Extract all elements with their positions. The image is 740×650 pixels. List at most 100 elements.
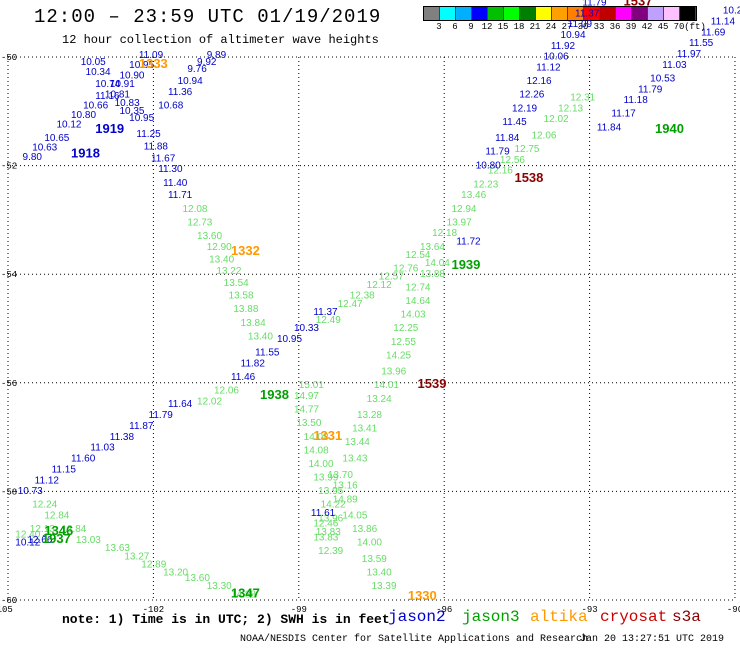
- wave-height-value: 10.34: [86, 67, 111, 78]
- wave-height-value: 10.74: [95, 79, 120, 90]
- wave-height-value: 12.75: [514, 144, 539, 155]
- legend-swatch: [648, 7, 664, 20]
- wave-height-value: 13.40: [209, 254, 234, 265]
- wave-height-value: 13.28: [357, 410, 382, 421]
- map-subtitle: 12 hour collection of altimeter wave hei…: [62, 33, 379, 47]
- legend-swatch: [488, 7, 504, 20]
- wave-height-value: 10.83: [115, 98, 140, 109]
- legend-label: 18: [513, 22, 525, 32]
- wave-height-value: 11.03: [662, 60, 687, 71]
- wave-height-value: 11.72: [456, 236, 481, 247]
- wave-height-value: 13.16: [333, 481, 358, 492]
- wave-height-value: 11.64: [168, 399, 193, 410]
- wave-height-value: 10.94: [561, 30, 586, 41]
- wave-height-value: 12.74: [405, 282, 430, 293]
- wave-height-value: 9.80: [23, 152, 43, 163]
- wave-height-value: 11.15: [52, 464, 77, 475]
- wave-height-value: 11.12: [536, 63, 561, 74]
- lat-tick-label: -56: [1, 379, 17, 389]
- legend-label: 24: [545, 22, 557, 32]
- lat-tick-label: -50: [1, 53, 17, 63]
- wave-height-value: 10.12: [56, 120, 81, 131]
- lat-tick-label: -54: [1, 270, 17, 280]
- wave-height-value: 12.39: [318, 546, 343, 557]
- wave-height-value: 11.36: [168, 87, 193, 98]
- wave-height-value: 13.86: [352, 524, 377, 535]
- wave-height-value: 10.68: [158, 101, 183, 112]
- wave-height-value: 13.60: [197, 231, 222, 242]
- pass-id-label: 1331: [313, 428, 342, 443]
- wave-height-value: 10.95: [129, 113, 154, 124]
- wave-height-value: 13.03: [76, 535, 101, 546]
- legend-label: 39: [625, 22, 637, 32]
- wave-height-value: 12.90: [207, 242, 232, 253]
- wave-height-value: 10.05: [81, 57, 106, 68]
- wave-height-value: 10.95: [277, 334, 302, 345]
- wave-height-value: 14.03: [401, 310, 426, 321]
- wave-height-value: 12.13: [558, 103, 583, 114]
- wave-height-value: 11.25: [136, 129, 161, 140]
- pass-id-label: 1330: [408, 588, 437, 603]
- wave-height-value: 12.02: [544, 114, 569, 125]
- pass-id-label: 1539: [418, 376, 447, 391]
- legend-swatch: [504, 7, 520, 20]
- pass-id-label: 1939: [451, 257, 480, 272]
- lon-tick-label: -102: [143, 605, 165, 615]
- satellite-legend-altika: altika: [530, 608, 588, 626]
- wave-height-value: 13.84: [241, 318, 266, 329]
- legend-label: 45: [657, 22, 669, 32]
- wave-height-value: 13.99: [313, 473, 338, 484]
- wave-height-value: 13.46: [461, 190, 486, 201]
- pass-id-label: 1919: [95, 121, 124, 136]
- lon-tick-label: -99: [291, 605, 307, 615]
- legend-label: 27: [561, 22, 573, 32]
- wave-height-value: 10.80: [71, 110, 96, 121]
- legend-swatch: [456, 7, 472, 20]
- legend-label: 33: [593, 22, 605, 32]
- wave-height-value: 11.79: [485, 147, 510, 158]
- color-scale-legend: [423, 6, 697, 21]
- wave-height-value: 11.79: [638, 84, 663, 95]
- wave-height-value: 13.41: [352, 424, 377, 435]
- wave-height-value: 9.89: [207, 50, 227, 61]
- legend-swatch: [440, 7, 456, 20]
- wave-height-value: 13.97: [447, 217, 472, 228]
- wave-height-value: 11.37: [575, 8, 600, 19]
- lon-tick-label: -105: [0, 605, 13, 615]
- legend-swatch: [600, 7, 616, 20]
- wave-height-value: 12.23: [473, 179, 498, 190]
- wave-height-value: 11.87: [129, 421, 154, 432]
- wave-height-value: 12.47: [338, 299, 363, 310]
- wave-height-value: 13.40: [248, 331, 273, 342]
- wave-height-value: 10.66: [83, 101, 108, 112]
- pass-id-label: 1346: [44, 523, 73, 538]
- wave-height-value: 13.83: [313, 532, 338, 543]
- wave-height-value: 9.92: [197, 57, 217, 68]
- wave-height-value: 10.12: [15, 538, 40, 549]
- wave-height-value: 12.84: [61, 524, 86, 535]
- wave-height-value: 13.70: [328, 470, 353, 481]
- wave-height-value: 11.30: [158, 164, 183, 175]
- wave-height-value: 12.16: [527, 76, 552, 87]
- satellite-legend-cryosat: cryosat: [600, 608, 668, 626]
- wave-height-value: 12.02: [197, 397, 222, 408]
- lat-tick-label: -52: [1, 162, 17, 172]
- wave-height-value: 12.40: [15, 530, 40, 541]
- wave-height-value: 12.08: [182, 204, 207, 215]
- wave-height-value: 15.01: [299, 380, 324, 391]
- wave-height-value: 12.55: [391, 337, 416, 348]
- wave-height-value: 10.90: [119, 71, 144, 82]
- wave-height-value: 13.64: [420, 242, 445, 253]
- wave-height-value: 13.60: [185, 573, 210, 584]
- pass-id-label: 1937: [42, 531, 71, 546]
- wave-height-value: 13.96: [318, 513, 343, 524]
- map-title: 12:00 – 23:59 UTC 01/19/2019: [34, 6, 382, 28]
- wave-height-value: 12.24: [32, 500, 57, 511]
- wave-height-value: 12.46: [313, 519, 338, 530]
- wave-height-value: 10.65: [44, 133, 69, 144]
- legend-label: 42: [641, 22, 653, 32]
- wave-height-value: 14.88: [231, 589, 256, 600]
- legend-label: 70: [673, 22, 685, 32]
- lat-tick-label: -58: [1, 487, 17, 497]
- generated-timestamp: Jan 20 13:27:51 UTC 2019: [580, 634, 725, 645]
